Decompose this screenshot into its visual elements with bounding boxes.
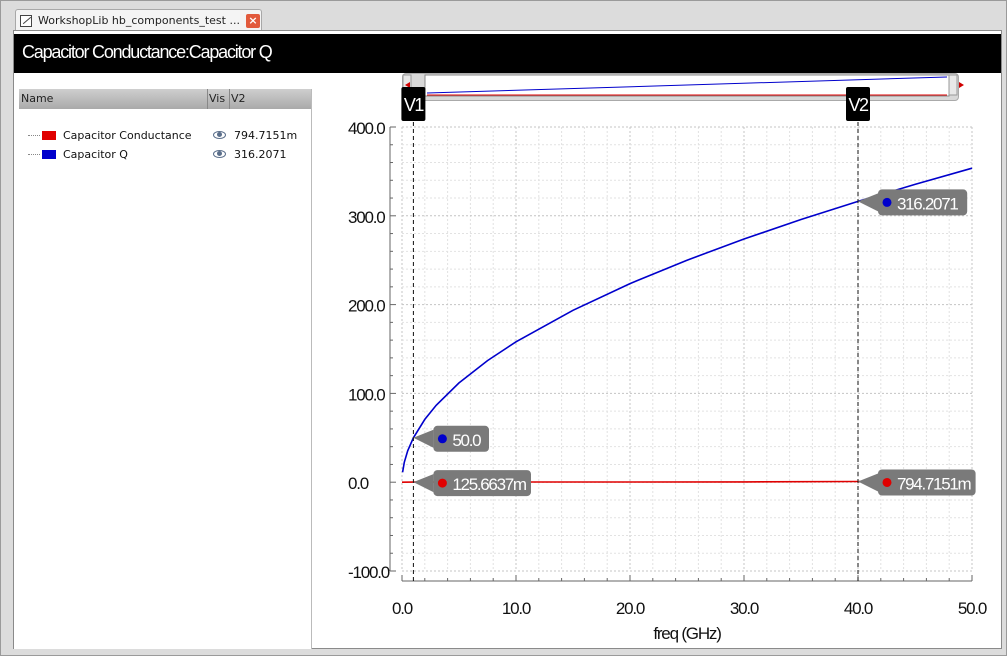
tree-connector [28, 153, 40, 155]
marker-callout-pointer [858, 473, 878, 492]
legend-header: Name Vis V2 [19, 89, 311, 109]
marker-dot [882, 197, 892, 207]
marker-dot [437, 434, 447, 444]
series-line-capacitor-q[interactable] [401, 167, 973, 473]
x-tick-label: 10.0 [502, 599, 531, 618]
legend-col-vis[interactable]: Vis [209, 92, 226, 105]
legend-col-name[interactable]: Name [21, 92, 54, 105]
marker-value-label: 125.6637m [452, 475, 527, 494]
x-tick-label: 50.0 [958, 599, 987, 618]
x-tick-label: 20.0 [616, 599, 645, 618]
eye-icon[interactable] [213, 131, 226, 139]
x-tick-label: 30.0 [730, 599, 759, 618]
legend-item-value: 794.7151m [234, 128, 298, 142]
marker-callout-box[interactable] [433, 470, 531, 497]
tab-title: WorkshopLib hb_components_test ... [38, 14, 240, 27]
marker-callout-pointer [413, 429, 434, 448]
arrow-left-icon [405, 82, 410, 88]
legend-swatch [42, 130, 56, 140]
y-tick-label: 400.0 [348, 119, 385, 138]
document-tab[interactable]: WorkshopLib hb_components_test ... × [15, 9, 262, 31]
legend-swatch [42, 149, 56, 159]
y-tick-label: -100.0 [348, 563, 390, 582]
legend-col-separator [229, 89, 230, 109]
legend-item[interactable]: Capacitor Conductance 794.7151m [28, 127, 297, 143]
eye-icon[interactable] [213, 150, 226, 158]
close-icon[interactable]: × [245, 13, 260, 28]
y-tick-label: 200.0 [348, 297, 385, 316]
vertical-marker-handle[interactable] [401, 87, 426, 121]
legend-panel: Name Vis V2 Capacitor Conductance 794.71… [14, 89, 312, 649]
marker-callout-pointer [413, 474, 434, 493]
marker-callout-box[interactable] [433, 425, 489, 452]
marker-value-label: 316.2071 [897, 194, 958, 213]
legend-item-value: 316.2071 [234, 147, 287, 161]
graph-window-icon [20, 14, 32, 27]
marker-value-label: 794.7151m [897, 474, 972, 493]
vertical-marker-handle[interactable] [846, 87, 870, 121]
marker-value-label: 50.0 [452, 431, 481, 450]
x-tick-label: 0.0 [392, 599, 413, 618]
legend-item-name: Capacitor Q [63, 147, 128, 161]
marker-callout-box[interactable] [878, 189, 968, 216]
scroller-trace-q [426, 76, 948, 94]
legend-item-name: Capacitor Conductance [63, 128, 192, 142]
vertical-marker-label: V1 [404, 95, 425, 115]
y-tick-label: 100.0 [348, 385, 385, 404]
marker-dot [882, 477, 892, 487]
legend-item[interactable]: Capacitor Q 316.2071 [28, 146, 287, 162]
legend-col-v2[interactable]: V2 [231, 92, 246, 105]
marker-dot [437, 478, 447, 488]
plot-title-bar: Capacitor Conductance:Capacitor Q [14, 34, 1001, 73]
plot-title: Capacitor Conductance:Capacitor Q [22, 42, 273, 62]
arrow-right-icon [959, 82, 964, 88]
x-axis-label: freq (GHz) [653, 624, 721, 643]
legend-col-separator [207, 89, 208, 109]
tree-connector [28, 134, 40, 136]
marker-callout-pointer [858, 193, 878, 212]
marker-callout-box[interactable] [878, 469, 976, 496]
plot-pane: Capacitor Conductance:Capacitor Q Name V… [13, 30, 1002, 649]
y-tick-label: 0.0 [348, 474, 369, 493]
vertical-marker-label: V2 [848, 95, 869, 115]
scroller-right-button[interactable] [948, 74, 958, 96]
y-tick-label: 300.0 [348, 208, 385, 227]
x-tick-label: 40.0 [844, 599, 873, 618]
